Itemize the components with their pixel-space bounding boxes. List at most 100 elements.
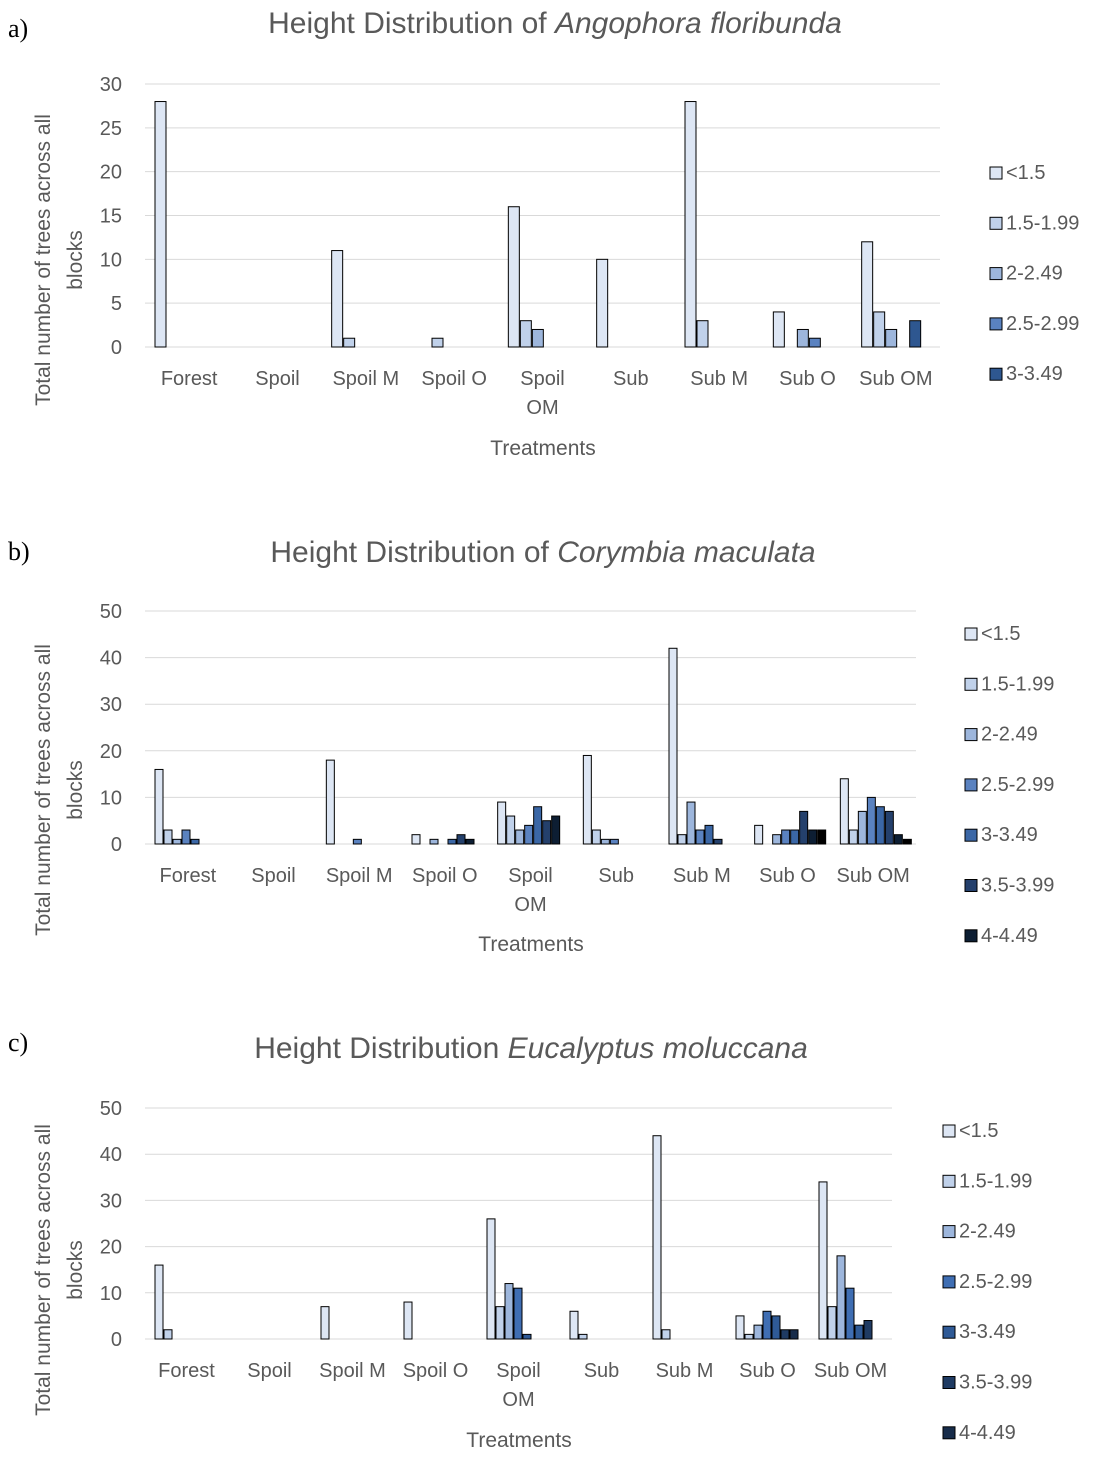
bar (519, 320, 532, 348)
chart-title: Height Distribution of Angophora floribu… (268, 7, 842, 40)
bar (735, 1315, 745, 1340)
y-tick-label: 20 (100, 741, 122, 763)
bar (885, 328, 898, 348)
y-axis-label: Total number of trees across all (32, 114, 55, 406)
bar (677, 834, 687, 845)
bar (861, 241, 874, 348)
bar (684, 101, 697, 348)
bar (591, 829, 601, 845)
x-tick-label: Sub O (759, 865, 816, 887)
legend-swatch (964, 728, 978, 742)
bar (609, 838, 619, 845)
legend-swatch (942, 1426, 956, 1440)
bar (762, 1310, 772, 1340)
bar (513, 1287, 523, 1340)
bar (808, 829, 818, 845)
legend-swatch (964, 929, 978, 943)
bar (857, 810, 867, 845)
y-axis-label: Total number of trees across all (32, 1124, 55, 1416)
x-tick-label: Forest (158, 1360, 215, 1382)
x-tick-label: Spoil M (319, 1360, 386, 1382)
x-tick-label: Sub (598, 865, 634, 887)
bar (411, 834, 421, 845)
legend-swatch (989, 166, 1003, 180)
bar (839, 778, 849, 845)
legend-swatch (964, 627, 978, 641)
bar (551, 815, 561, 845)
x-tick-label: Spoil O (421, 368, 487, 390)
legend-swatch (964, 828, 978, 842)
y-tick-label: 10 (100, 787, 122, 809)
x-tick-label: Forest (159, 865, 216, 887)
panel-label: c) (8, 1028, 29, 1057)
y-tick-label: 0 (111, 337, 122, 359)
bar (600, 838, 610, 845)
legend-label: <1.5 (959, 1120, 998, 1142)
bar-chart-c: Height Distribution Eucalyptus moluccana… (32, 1032, 1032, 1452)
bar (486, 1218, 496, 1340)
legend-swatch (964, 677, 978, 691)
chart-title-prefix: Height Distribution of (268, 7, 555, 40)
legend-label: 1.5-1.99 (959, 1170, 1032, 1192)
bar (771, 1315, 781, 1340)
chart-title: Height Distribution Eucalyptus moluccana (254, 1032, 808, 1065)
bar (507, 206, 520, 348)
legend-swatch (942, 1325, 956, 1339)
x-tick-label: OM (526, 397, 558, 419)
bar (506, 815, 516, 845)
panel-label: a) (8, 14, 29, 43)
bar (497, 801, 507, 845)
x-tick-label: Spoil M (332, 368, 399, 390)
bar (668, 647, 678, 845)
legend-label: 2-2.49 (981, 724, 1038, 746)
legend-label: 3.5-3.99 (959, 1372, 1032, 1394)
bar (884, 810, 894, 845)
bar (154, 1264, 164, 1340)
bar (522, 1333, 532, 1340)
bar (495, 1306, 505, 1340)
y-tick-label: 0 (111, 834, 122, 856)
y-tick-label: 50 (100, 601, 122, 623)
bar (331, 250, 344, 348)
y-tick-label: 10 (100, 1283, 122, 1305)
bar (817, 829, 827, 845)
bar (465, 838, 475, 845)
x-tick-label: Sub (584, 1360, 620, 1382)
bar (780, 1329, 790, 1340)
x-tick-label: Sub M (673, 865, 731, 887)
x-axis-label: Treatments (490, 437, 595, 460)
x-tick-label: Spoil (251, 865, 295, 887)
bar (578, 1333, 588, 1340)
bar (818, 1181, 828, 1340)
x-axis-label: Treatments (478, 933, 583, 956)
bar (181, 829, 191, 845)
bar (163, 829, 173, 845)
bar (403, 1301, 413, 1340)
legend-swatch (942, 1174, 956, 1188)
y-tick-label: 15 (100, 206, 122, 228)
bar-chart-a: Height Distribution of Angophora floribu… (32, 7, 1079, 460)
legend-swatch (964, 879, 978, 892)
legend-label: <1.5 (1006, 162, 1045, 184)
bar (352, 838, 362, 845)
legend-label: 3-3.49 (1006, 363, 1063, 385)
y-axis-label-line2: blocks (64, 1240, 87, 1300)
bar (320, 1306, 330, 1340)
bar (772, 834, 782, 845)
y-axis-label-line2: blocks (64, 760, 87, 820)
x-tick-label: Sub OM (836, 865, 909, 887)
legend-label: 2.5-2.99 (959, 1271, 1032, 1293)
x-tick-label: Spoil O (412, 865, 478, 887)
legend-label: 1.5-1.99 (981, 673, 1054, 695)
bar (431, 337, 444, 348)
chart-title-species: Corymbia maculata (557, 536, 815, 569)
legend-label: 3-3.49 (981, 824, 1038, 846)
bar (456, 834, 466, 845)
chart-panel-c: c) Height Distribution Eucalyptus molucc… (0, 1020, 1093, 1457)
x-tick-label: Spoil (520, 368, 564, 390)
bar (686, 801, 696, 845)
x-tick-label: Spoil (255, 368, 299, 390)
x-tick-label: Spoil (496, 1360, 540, 1382)
y-tick-label: 5 (111, 293, 122, 315)
y-tick-label: 20 (100, 162, 122, 184)
